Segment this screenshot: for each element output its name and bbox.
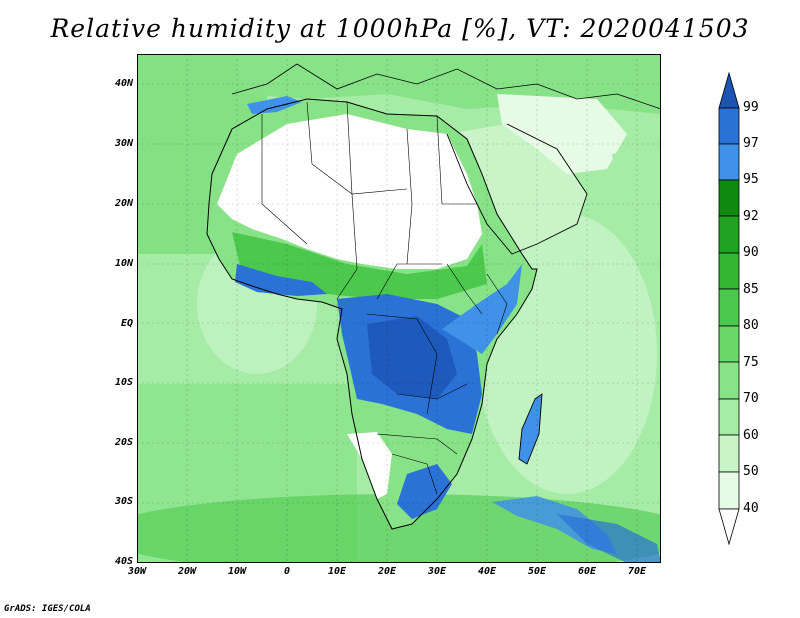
namib-dry	[347, 432, 392, 499]
colorbar-segment-85-90	[718, 252, 740, 290]
colorbar-arrow-top	[718, 71, 740, 109]
colorbar-segment-50-60	[718, 434, 740, 473]
lon-label-40e: 40E	[477, 566, 497, 577]
north-coast-moist	[247, 96, 302, 114]
lon-label-70e: 70E	[627, 566, 647, 577]
humidity-map	[137, 54, 661, 563]
arabia-coastline	[446, 123, 588, 255]
colorbar-label-95: 95	[743, 172, 759, 187]
india-land	[612, 144, 661, 294]
lon-label-50e: 50E	[527, 566, 547, 577]
colorbar-segment-80-85	[718, 288, 740, 327]
credit-text: GrADS: IGES/COLA	[4, 604, 91, 614]
lon-label-60e: 60E	[577, 566, 597, 577]
border-line	[261, 114, 308, 245]
border-line	[376, 433, 458, 455]
africa-coastline	[206, 98, 538, 530]
colorbar-label-97: 97	[743, 136, 759, 151]
border-line	[406, 128, 413, 265]
border-line	[336, 193, 358, 300]
colorbar-segment-97-99	[718, 107, 740, 145]
lon-label-30w: 30W	[127, 566, 147, 577]
lat-label-10n: 10N	[114, 258, 133, 269]
lat-label-30s: 30S	[114, 496, 133, 507]
colorbar-label-60: 60	[743, 428, 759, 443]
lon-label-30e: 30E	[427, 566, 447, 577]
colorbar-label-40: 40	[743, 501, 759, 516]
lon-label-20w: 20W	[177, 566, 197, 577]
colorbar-segment-60-70	[718, 398, 740, 436]
madagascar-coastline	[518, 393, 543, 465]
colorbar-label-90: 90	[743, 245, 759, 260]
lon-label-10w: 10W	[227, 566, 247, 577]
lat-label-40s: 40S	[114, 556, 133, 567]
colorbar-label-50: 50	[743, 464, 759, 479]
lat-label-20n: 20N	[114, 198, 133, 209]
congo-inner	[367, 316, 457, 399]
lat-label-10s: 10S	[114, 377, 133, 388]
colorbar-arrow-bottom	[718, 508, 740, 546]
colorbar-label-80: 80	[743, 318, 759, 333]
lon-label-20e: 20E	[377, 566, 397, 577]
iran-land	[497, 94, 627, 174]
madagascar-land	[519, 394, 542, 464]
border-line	[366, 313, 438, 415]
colorbar-segment-40-50	[718, 471, 740, 510]
lat-label-eq: EQ	[120, 318, 133, 329]
colorbar-segment-92-95	[718, 179, 740, 217]
border-line	[486, 273, 508, 335]
south-africa-moist	[397, 464, 452, 519]
country-borders	[261, 101, 508, 495]
colorbar-label-92: 92	[743, 209, 759, 224]
border-line	[396, 383, 468, 400]
lat-label-20s: 20S	[114, 437, 133, 448]
lat-label-30n: 30N	[114, 138, 133, 149]
colorbar-segment-90-92	[718, 215, 740, 254]
colorbar-label-75: 75	[743, 355, 759, 370]
map-title: Relative humidity at 1000hPa [%], VT: 20…	[50, 14, 750, 43]
colorbar-segment-70-75	[718, 361, 740, 400]
colorbar-label-99: 99	[743, 100, 759, 115]
border-line	[376, 263, 442, 300]
east-africa-moist	[442, 264, 522, 354]
lat-label-40n: 40N	[114, 78, 133, 89]
southeast-ocean-moist	[557, 514, 661, 563]
colorbar-label-85: 85	[743, 282, 759, 297]
europe-coastline	[231, 63, 661, 110]
border-line	[436, 115, 477, 205]
border-line	[306, 101, 353, 195]
border-line	[446, 263, 483, 315]
colorbar	[718, 71, 740, 546]
map-grid	[137, 54, 661, 563]
colorbar-segment-75-80	[718, 325, 740, 363]
sahara-dry	[217, 114, 482, 269]
lon-label-0: 0	[283, 566, 291, 577]
colorbar-segment-95-97	[718, 143, 740, 181]
map-border	[137, 54, 661, 563]
lon-label-10e: 10E	[327, 566, 347, 577]
colorbar-label-70: 70	[743, 391, 759, 406]
border-line	[391, 453, 438, 495]
